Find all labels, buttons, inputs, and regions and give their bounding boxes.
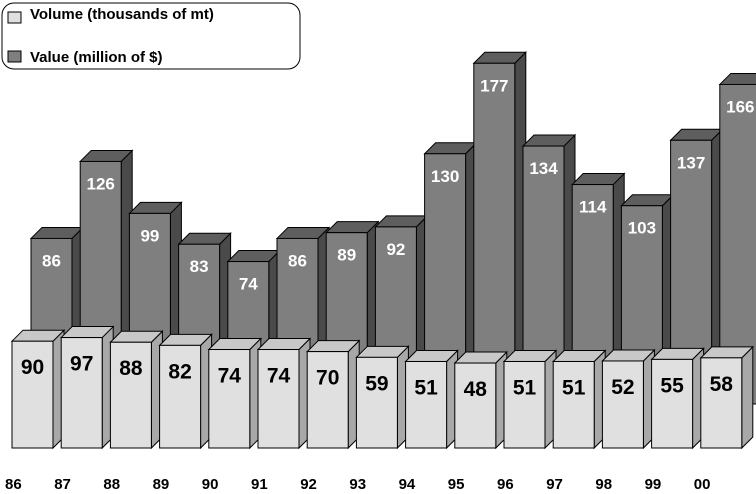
- value-value-label: 92: [386, 240, 405, 259]
- volume-bar-face: [109, 341, 152, 449]
- volume-value-label: 58: [710, 373, 734, 396]
- volume-value-label: 82: [168, 360, 191, 383]
- x-axis-tick-labels: 86 87 88 89 90 91 92 93 94 95 96 97 98 99 00: [5, 476, 710, 493]
- volume-bar-95: 48: [453, 350, 509, 450]
- volume-bar-face: [355, 356, 398, 449]
- x-tick-label: 95: [448, 476, 465, 493]
- value-value-label: 177: [480, 76, 508, 95]
- volume-value-label: 55: [660, 374, 684, 397]
- volume-bar-92: 70: [305, 339, 361, 450]
- value-value-label: 74: [239, 275, 258, 294]
- volume-bar-face: [159, 344, 202, 449]
- volume-bar-90: 74: [207, 337, 263, 450]
- x-tick-label: 91: [251, 476, 268, 493]
- volume-value-label: 97: [70, 353, 93, 376]
- volume-bar-98: 52: [601, 348, 656, 450]
- x-tick-label: 99: [645, 476, 662, 493]
- x-tick-label: 86: [5, 476, 22, 493]
- volume-bar-face: [552, 360, 595, 449]
- volume-bar-99: 55: [650, 347, 705, 450]
- volume-value-label: 59: [365, 372, 388, 395]
- legend-label-volume: Volume (thousands of mt): [30, 6, 214, 23]
- volume-bar-88: 88: [109, 330, 164, 450]
- x-tick-label: 89: [153, 476, 170, 493]
- volume-bar-86: 90: [10, 328, 66, 450]
- value-value-label: 103: [628, 219, 656, 238]
- volume-bar-side: [741, 345, 754, 450]
- volume-series-layer: 90 97 88 82 74 74 70 59 51 48 51 51 52 55 58: [10, 325, 755, 450]
- x-tick-label: 96: [497, 476, 514, 493]
- volume-bar-face: [257, 349, 300, 449]
- volume-bar-face: [11, 340, 54, 449]
- volume-bar-face: [651, 358, 694, 449]
- volume-bar-94: 51: [404, 349, 459, 450]
- legend-swatch-value: [7, 50, 22, 63]
- value-value-label: 83: [190, 257, 209, 276]
- value-value-label: 137: [677, 153, 705, 172]
- x-tick-label: 88: [103, 476, 120, 493]
- volume-value-label: 51: [562, 376, 586, 399]
- volume-bar-face: [700, 357, 743, 449]
- volume-value-label: 90: [21, 356, 44, 379]
- value-value-label: 86: [288, 251, 307, 270]
- legend-label-value: Value (million of $): [30, 49, 163, 66]
- value-bar-face: [473, 62, 516, 405]
- value-value-label: 86: [42, 251, 61, 270]
- volume-bar-face: [454, 362, 497, 449]
- volume-value-label: 48: [464, 378, 488, 401]
- volume-bar-face: [405, 360, 448, 449]
- value-value-label: 99: [140, 226, 159, 245]
- x-tick-label: 97: [546, 476, 563, 493]
- volume-value-label: 88: [119, 357, 143, 380]
- x-tick-label: 93: [349, 476, 366, 493]
- volume-value-label: 70: [316, 367, 339, 390]
- volume-bar-97: 51: [551, 349, 607, 450]
- volume-bar-93: 59: [355, 345, 410, 450]
- volume-bar-91: 74: [256, 337, 312, 450]
- x-tick-label: 90: [202, 476, 219, 493]
- x-tick-label: 94: [399, 476, 416, 493]
- legend-swatch-volume: [7, 11, 22, 24]
- value-value-label: 89: [337, 246, 356, 265]
- volume-bar-face: [601, 360, 644, 449]
- value-value-label: 134: [529, 159, 558, 178]
- legend-box: [1, 2, 301, 70]
- volume-bar-face: [60, 337, 103, 449]
- x-tick-label: 98: [595, 476, 612, 493]
- volume-bar-face: [306, 351, 349, 449]
- value-value-label: 166: [726, 97, 754, 116]
- volume-value-label: 51: [414, 376, 438, 399]
- volume-bar-96: 51: [502, 349, 558, 450]
- volume-value-label: 74: [218, 365, 242, 388]
- volume-bar-87: 97: [59, 325, 115, 450]
- volume-bar-89: 82: [158, 333, 213, 450]
- x-tick-label: 00: [694, 476, 711, 493]
- volume-value-label: 51: [513, 376, 537, 399]
- x-tick-label: 87: [54, 476, 71, 493]
- x-tick-label: 92: [300, 476, 317, 493]
- value-value-label: 114: [579, 198, 607, 217]
- legend: Volume (thousands of mt) Value (million …: [1, 2, 301, 70]
- value-bar-top: [718, 72, 756, 85]
- volume-value-label: 74: [267, 365, 291, 388]
- value-value-label: 126: [87, 174, 115, 193]
- volume-bar-face: [208, 349, 251, 449]
- volume-bar-face: [503, 360, 546, 449]
- volume-bar-00: 58: [699, 345, 755, 450]
- value-value-label: 130: [431, 167, 459, 186]
- volume-value-label: 52: [611, 376, 634, 399]
